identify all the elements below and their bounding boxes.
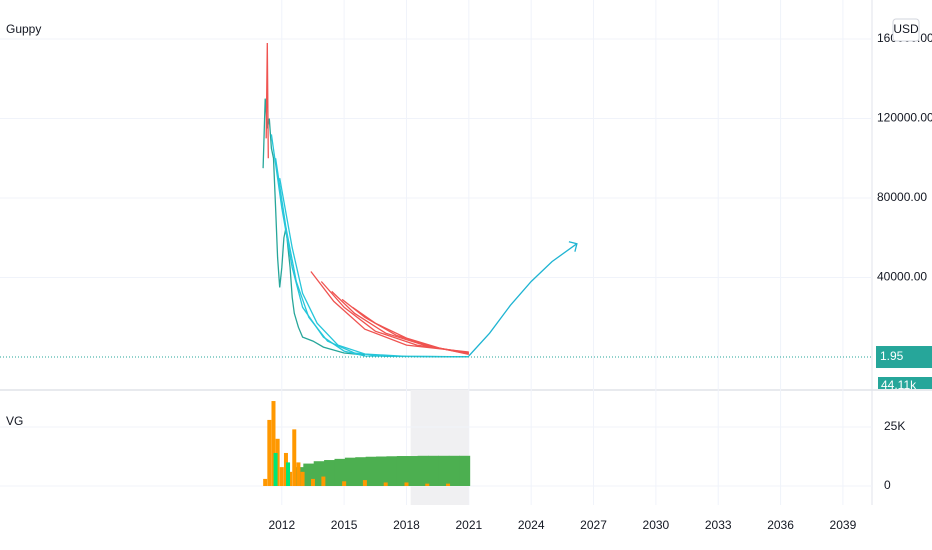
y-tick-label: 25K — [884, 419, 905, 433]
x-tick-label: 2018 — [393, 518, 420, 532]
volume-bar — [342, 481, 347, 486]
x-tick-label: 2027 — [580, 518, 607, 532]
y-tick-label: 120000.00 — [877, 111, 932, 125]
series-line — [265, 42, 269, 159]
highlight-region — [410, 390, 469, 505]
x-tick-label: 2036 — [767, 518, 794, 532]
volume-bar — [321, 476, 326, 486]
x-tick-label: 2039 — [830, 518, 857, 532]
series-line — [310, 271, 469, 353]
volume-bar — [271, 401, 276, 486]
series-line — [274, 158, 469, 358]
y-tick-label: 40000.00 — [877, 270, 927, 284]
volume-bar — [407, 456, 419, 486]
volume-bar — [425, 483, 430, 486]
x-tick-label: 2015 — [331, 518, 358, 532]
volume-bar — [267, 419, 272, 486]
x-tick-label: 2033 — [705, 518, 732, 532]
volume-bar — [310, 478, 315, 486]
x-tick-label: 2021 — [455, 518, 482, 532]
pane-title: VG — [6, 414, 23, 428]
price-label-box — [876, 346, 932, 369]
volume-bar — [275, 438, 280, 486]
volume-bar — [303, 463, 315, 486]
volume-bar — [288, 471, 293, 486]
side-label-box — [878, 377, 932, 389]
volume-bar — [448, 455, 460, 486]
y-tick-label: 80000.00 — [877, 190, 927, 204]
y-tick-label: 0 — [884, 478, 891, 492]
series-line — [352, 306, 469, 356]
volume-bar — [344, 457, 356, 486]
volume-bar — [365, 456, 377, 486]
volume-bar — [396, 456, 408, 486]
currency-button — [892, 18, 920, 42]
volume-bar — [404, 482, 409, 486]
arrow-head — [568, 241, 578, 252]
volume-bar — [334, 458, 346, 486]
volume-bar — [296, 462, 301, 486]
volume-bar — [376, 456, 388, 486]
volume-bar — [313, 461, 325, 486]
price-label: 1.95 — [880, 349, 904, 363]
volume-bar — [428, 455, 440, 486]
volume-bar — [292, 429, 297, 486]
volume-bar — [324, 460, 336, 486]
volume-bar — [286, 462, 291, 486]
volume-bar — [355, 457, 367, 486]
x-tick-label: 2024 — [518, 518, 545, 532]
series-line — [262, 98, 365, 356]
chart-title: Guppy — [6, 22, 41, 36]
volume-bar — [273, 452, 278, 486]
series-line — [468, 243, 578, 357]
volume-bar — [446, 483, 451, 486]
volume-bar — [459, 455, 471, 486]
volume-bar — [383, 482, 388, 486]
volume-bar — [362, 480, 367, 486]
volume-bar — [300, 471, 305, 486]
series-line — [279, 177, 469, 358]
volume-bar — [279, 467, 284, 486]
currency-label: USD — [893, 22, 919, 36]
x-tick-label: 2030 — [643, 518, 670, 532]
volume-bar — [283, 452, 288, 486]
volume-bar — [417, 455, 429, 486]
x-tick-label: 2012 — [268, 518, 295, 532]
volume-bar — [438, 455, 450, 486]
volume-bar — [263, 478, 268, 486]
side-label: 44.11k — [881, 378, 917, 392]
volume-bar — [386, 456, 398, 486]
